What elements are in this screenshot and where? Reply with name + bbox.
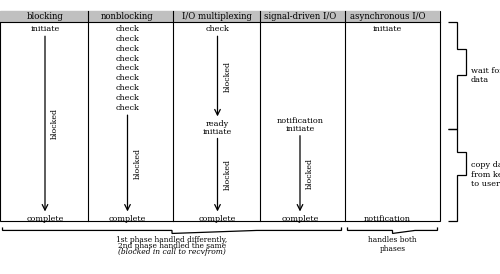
Text: check: check	[116, 104, 140, 112]
Text: blocked: blocked	[224, 61, 232, 92]
Text: handles both
phases: handles both phases	[368, 236, 417, 253]
Text: notification: notification	[364, 215, 411, 223]
Text: nonblocking: nonblocking	[101, 12, 154, 21]
Text: I/O multiplexing: I/O multiplexing	[182, 12, 252, 21]
Text: check: check	[116, 64, 140, 73]
Text: initiate: initiate	[286, 125, 314, 133]
Text: complete: complete	[282, 215, 319, 223]
Text: 2nd phase handled the same: 2nd phase handled the same	[118, 242, 226, 250]
Text: check: check	[206, 25, 230, 33]
Text: blocked: blocked	[224, 159, 232, 190]
Text: check: check	[116, 45, 140, 53]
Text: ready: ready	[206, 120, 229, 128]
Text: check: check	[116, 55, 140, 63]
Bar	[0, 11, 440, 221]
Text: blocked: blocked	[134, 148, 141, 179]
Text: initiate: initiate	[203, 127, 232, 136]
Text: 1st phase handled differently,: 1st phase handled differently,	[116, 236, 228, 244]
Bar	[0, 11, 440, 22]
Text: (blocked in call to recvfrom): (blocked in call to recvfrom)	[118, 248, 226, 256]
Text: blocked: blocked	[51, 108, 59, 139]
Text: blocked: blocked	[306, 158, 314, 189]
Text: check: check	[116, 35, 140, 43]
Text: notification: notification	[276, 117, 324, 125]
Text: check: check	[116, 84, 140, 92]
Text: initiate: initiate	[373, 25, 402, 33]
Text: wait for
data: wait for data	[470, 67, 500, 84]
Text: blocking: blocking	[26, 12, 64, 21]
Text: complete: complete	[26, 215, 64, 223]
Text: check: check	[116, 74, 140, 82]
Text: initiate: initiate	[30, 25, 60, 33]
Text: check: check	[116, 25, 140, 33]
Text: asynchronous I/O: asynchronous I/O	[350, 12, 425, 21]
Text: complete: complete	[199, 215, 236, 223]
Text: check: check	[116, 94, 140, 102]
Text: complete: complete	[109, 215, 146, 223]
Text: signal-driven I/O: signal-driven I/O	[264, 12, 336, 21]
Text: copy data
from kernel
to user: copy data from kernel to user	[470, 161, 500, 188]
